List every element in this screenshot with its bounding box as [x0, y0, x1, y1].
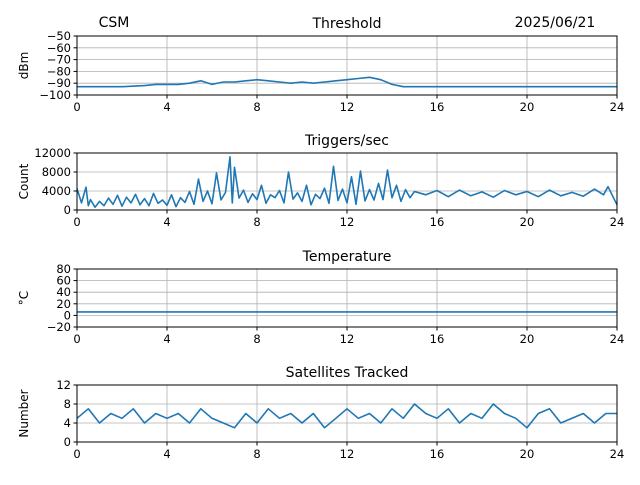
x-tick-label: 16 [430, 332, 445, 346]
x-tick-label: 20 [520, 100, 535, 114]
y-tick-label: 8 [64, 397, 71, 411]
x-tick-label: 24 [610, 100, 625, 114]
chart-panels: 0 4 8 12 16 20 24 −50−60−70−80−90−100 Threshold d… [17, 16, 624, 461]
x-tick-label: 12 [340, 100, 355, 114]
y-tick-label: 0 [64, 308, 71, 322]
y-axis-label: Count [17, 163, 31, 199]
x-tick-label: 16 [430, 100, 445, 114]
x-tick-label: 4 [163, 100, 170, 114]
x-tick-label: 0 [73, 447, 80, 461]
y-tick-label: 8000 [42, 165, 71, 179]
chart-panel-1: 0 4 8 12 16 20 24 −50−60−70−80−90−100 Threshold d… [17, 16, 624, 114]
y-tick-label: −70 [47, 53, 71, 67]
x-tick-label: 20 [520, 215, 535, 229]
y-axis-label: Number [17, 389, 31, 437]
x-tick-label: 20 [520, 332, 535, 346]
y-tick-label: 12000 [34, 146, 71, 160]
x-tick-label: 4 [163, 332, 170, 346]
x-tick-label: 24 [610, 332, 625, 346]
x-tick-label: 0 [73, 215, 80, 229]
x-tick-label: 8 [253, 100, 260, 114]
panel-title: Threshold [312, 16, 382, 32]
y-tick-label: −80 [47, 64, 71, 78]
y-axis-label: °C [17, 291, 31, 305]
y-tick-label: 12 [56, 378, 71, 392]
series-line-1 [77, 76, 617, 88]
y-tick-label: 40 [56, 285, 71, 299]
chart-panel-4: 0 4 8 12 16 20 24 0 4 8 12 Satellites Tracked Number [17, 365, 624, 461]
x-tick-label: 8 [253, 215, 260, 229]
x-tick-label: 8 [253, 332, 260, 346]
x-tick-label: 24 [610, 447, 625, 461]
panel-title: Triggers/sec [304, 133, 389, 149]
panel-title: Temperature [302, 249, 392, 265]
y-axis-label: dBm [17, 52, 31, 80]
x-tick-label: 16 [430, 215, 445, 229]
date-label: 2025/06/21 [515, 15, 596, 31]
series-line-1 [76, 403, 617, 429]
x-tick-label: 20 [520, 447, 535, 461]
x-tick-label: 4 [163, 215, 170, 229]
station-name: CSM [99, 15, 130, 31]
x-tick-label: 12 [340, 215, 355, 229]
y-tick-label: −90 [47, 76, 71, 90]
y-tick-label: 20 [56, 297, 71, 311]
x-tick-label: 16 [430, 447, 445, 461]
y-tick-label: −100 [39, 88, 71, 102]
y-tick-label: 4000 [42, 184, 71, 198]
series-line-1 [76, 156, 618, 208]
y-tick-label: −20 [47, 320, 71, 334]
x-tick-label: 24 [610, 215, 625, 229]
chart-panel-2: 0 4 8 12 16 20 24 0 4000 8000 12000 Triggers/sec Cou… [17, 133, 624, 229]
x-tick-label: 12 [340, 447, 355, 461]
y-tick-label: 60 [56, 274, 71, 288]
x-tick-label: 0 [73, 332, 80, 346]
x-tick-label: 0 [73, 100, 80, 114]
y-tick-label: 80 [56, 262, 71, 276]
x-tick-label: 12 [340, 332, 355, 346]
x-tick-label: 8 [253, 447, 260, 461]
y-tick-label: −60 [47, 41, 71, 55]
y-tick-label: 0 [64, 203, 71, 217]
y-tick-label: 4 [64, 416, 71, 430]
y-tick-label: −50 [47, 29, 71, 43]
y-tick-label: 0 [64, 435, 71, 449]
x-tick-label: 4 [163, 447, 170, 461]
panel-title: Satellites Tracked [286, 365, 409, 381]
